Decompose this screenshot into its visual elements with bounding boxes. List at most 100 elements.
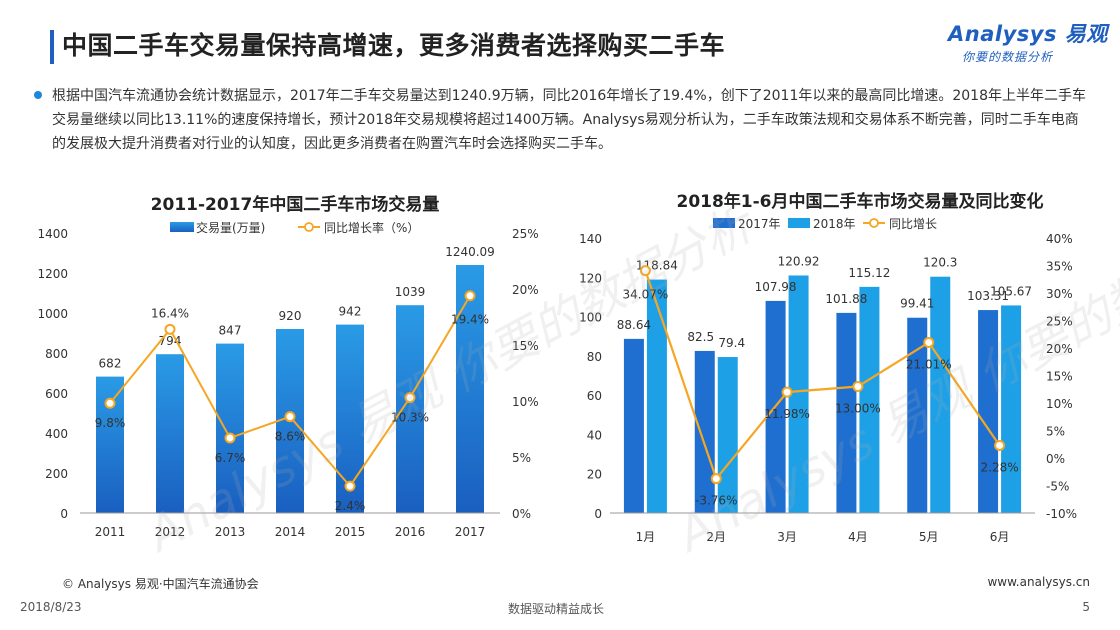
- y-left-tick-label: 20: [587, 468, 602, 482]
- footer-date: 2018/8/23: [20, 600, 82, 614]
- x-tick-label: 5月: [919, 530, 939, 544]
- y-right-tick-label: -5%: [1046, 480, 1069, 494]
- bar-2018: [930, 276, 951, 513]
- growth-data-label: 13.00%: [835, 402, 881, 416]
- bar-2017: [907, 317, 928, 513]
- bar-2018: [717, 357, 738, 513]
- y-right-tick-label: 0%: [1046, 452, 1065, 466]
- chart-monthly-volume: 2018年1-6月中国二手车市场交易量及同比变化 2017年 2018年 同比增长 0 2…: [579, 191, 1077, 544]
- bar-data-label: 942: [339, 305, 362, 319]
- footer-slogan: 数据驱动精益成长: [508, 602, 605, 616]
- growth-point: [781, 386, 793, 398]
- y-left-tick-label: 1400: [37, 227, 68, 241]
- y-right-tick-label: -10%: [1046, 507, 1077, 521]
- y-right-tick-label: 5%: [512, 451, 531, 465]
- bar-2017-data-label: 99.41: [900, 297, 934, 311]
- legend-marker: [304, 222, 314, 232]
- y-left-tick-label: 100: [579, 311, 602, 325]
- bar-data-label: 682: [99, 357, 122, 371]
- y-right-tick-label: 20%: [1046, 342, 1073, 356]
- growth-data-label: 6.7%: [215, 451, 246, 465]
- growth-data-label: 10.3%: [391, 411, 429, 425]
- x-tick-label: 2014: [275, 525, 306, 539]
- y-left-tick-label: 60: [587, 389, 602, 403]
- growth-data-label: -3.76%: [695, 494, 737, 508]
- y-right-tick-label: 30%: [1046, 287, 1073, 301]
- growth-point: [710, 473, 722, 485]
- y-right-tick-label: 0%: [512, 507, 531, 521]
- bar-2017-data-label: 103.31: [967, 289, 1009, 303]
- growth-data-label: 9.8%: [95, 416, 126, 430]
- bar: [216, 343, 244, 513]
- growth-point: [923, 336, 935, 348]
- bar-2017: [978, 310, 999, 513]
- legend-label-line: 同比增长: [889, 217, 937, 231]
- growth-point: [224, 432, 236, 444]
- legend-label-line: 同比增长率（%）: [324, 220, 419, 235]
- bar-data-label: 1039: [395, 285, 426, 299]
- logo-sub-text: 你要的数据分析: [962, 50, 1054, 64]
- y-right-tick-label: 10%: [1046, 397, 1073, 411]
- bar: [456, 264, 484, 513]
- bar: [96, 376, 124, 513]
- growth-data-label: 8.6%: [275, 430, 306, 444]
- bar: [396, 305, 424, 513]
- summary-paragraph: 根据中国汽车流通协会统计数据显示，2017年二手车交易量达到1240.9万辆，同…: [52, 88, 1086, 152]
- y-left-tick-label: 200: [45, 467, 68, 481]
- legend-label-bar: 交易量(万量): [196, 220, 265, 235]
- x-tick-label: 2017: [455, 525, 486, 539]
- y-right-tick-label: 25%: [1046, 315, 1073, 329]
- bar-2018: [646, 279, 667, 513]
- y-left-tick-label: 800: [45, 347, 68, 361]
- bar-2017-data-label: 101.88: [825, 292, 867, 306]
- growth-point: [104, 397, 116, 409]
- x-tick-label: 2月: [706, 530, 726, 544]
- growth-point: [994, 439, 1006, 451]
- bar-2017: [694, 350, 715, 513]
- growth-line: [644, 270, 1001, 481]
- growth-data-label: 11.98%: [764, 407, 810, 421]
- growth-data-label: 2.4%: [335, 499, 366, 513]
- bar-data-label: 847: [219, 324, 242, 338]
- growth-point: [284, 411, 296, 423]
- bar-2017: [623, 338, 644, 513]
- y-left-tick-label: 80: [587, 350, 602, 364]
- bar-2017-data-label: 107.98: [755, 280, 797, 294]
- y-right-tick-label: 35%: [1046, 260, 1073, 274]
- growth-data-label: 19.4%: [451, 313, 489, 327]
- logo-main-text: Analysys 易观: [948, 22, 1108, 46]
- y-right-tick-label: 15%: [512, 339, 539, 353]
- growth-point: [404, 392, 416, 404]
- bar-data-label: 794: [159, 334, 182, 348]
- x-tick-label: 3月: [777, 530, 797, 544]
- x-tick-label: 2013: [215, 525, 246, 539]
- growth-data-label: 2.28%: [981, 460, 1019, 474]
- x-tick-label: 2015: [335, 525, 366, 539]
- y-right-tick-label: 20%: [512, 283, 539, 297]
- bar-data-label: 1240.09: [445, 245, 495, 259]
- x-tick-label: 1月: [636, 530, 656, 544]
- bar-2018-data-label: 79.4: [718, 336, 745, 350]
- bar-data-label: 920: [279, 309, 302, 323]
- bar-2018: [859, 286, 880, 513]
- chart-title: 2018年1-6月中国二手车市场交易量及同比变化: [676, 191, 1043, 212]
- bar-2017-data-label: 82.5: [687, 330, 714, 344]
- legend-marker: [869, 218, 879, 228]
- legend-label-2018: 2018年: [813, 217, 856, 231]
- bar-2018: [788, 275, 809, 513]
- growth-point: [852, 381, 864, 392]
- growth-data-label: 21.01%: [906, 357, 952, 371]
- growth-point: [464, 290, 476, 302]
- footer-url-link[interactable]: www.analysys.cn: [987, 575, 1090, 589]
- bar-2018-data-label: 115.12: [848, 266, 890, 280]
- bar-2017-data-label: 88.64: [617, 318, 651, 332]
- y-left-tick-label: 1200: [37, 267, 68, 281]
- page-number: 5: [1082, 600, 1090, 614]
- y-right-tick-label: 10%: [512, 395, 539, 409]
- summary-bullet-icon: [34, 91, 42, 99]
- x-tick-label: 6月: [990, 530, 1010, 544]
- y-left-tick-label: 0: [594, 507, 602, 521]
- legend-swatch-2018: [788, 218, 810, 228]
- chart-title: 2011-2017年中国二手车市场交易量: [151, 194, 440, 215]
